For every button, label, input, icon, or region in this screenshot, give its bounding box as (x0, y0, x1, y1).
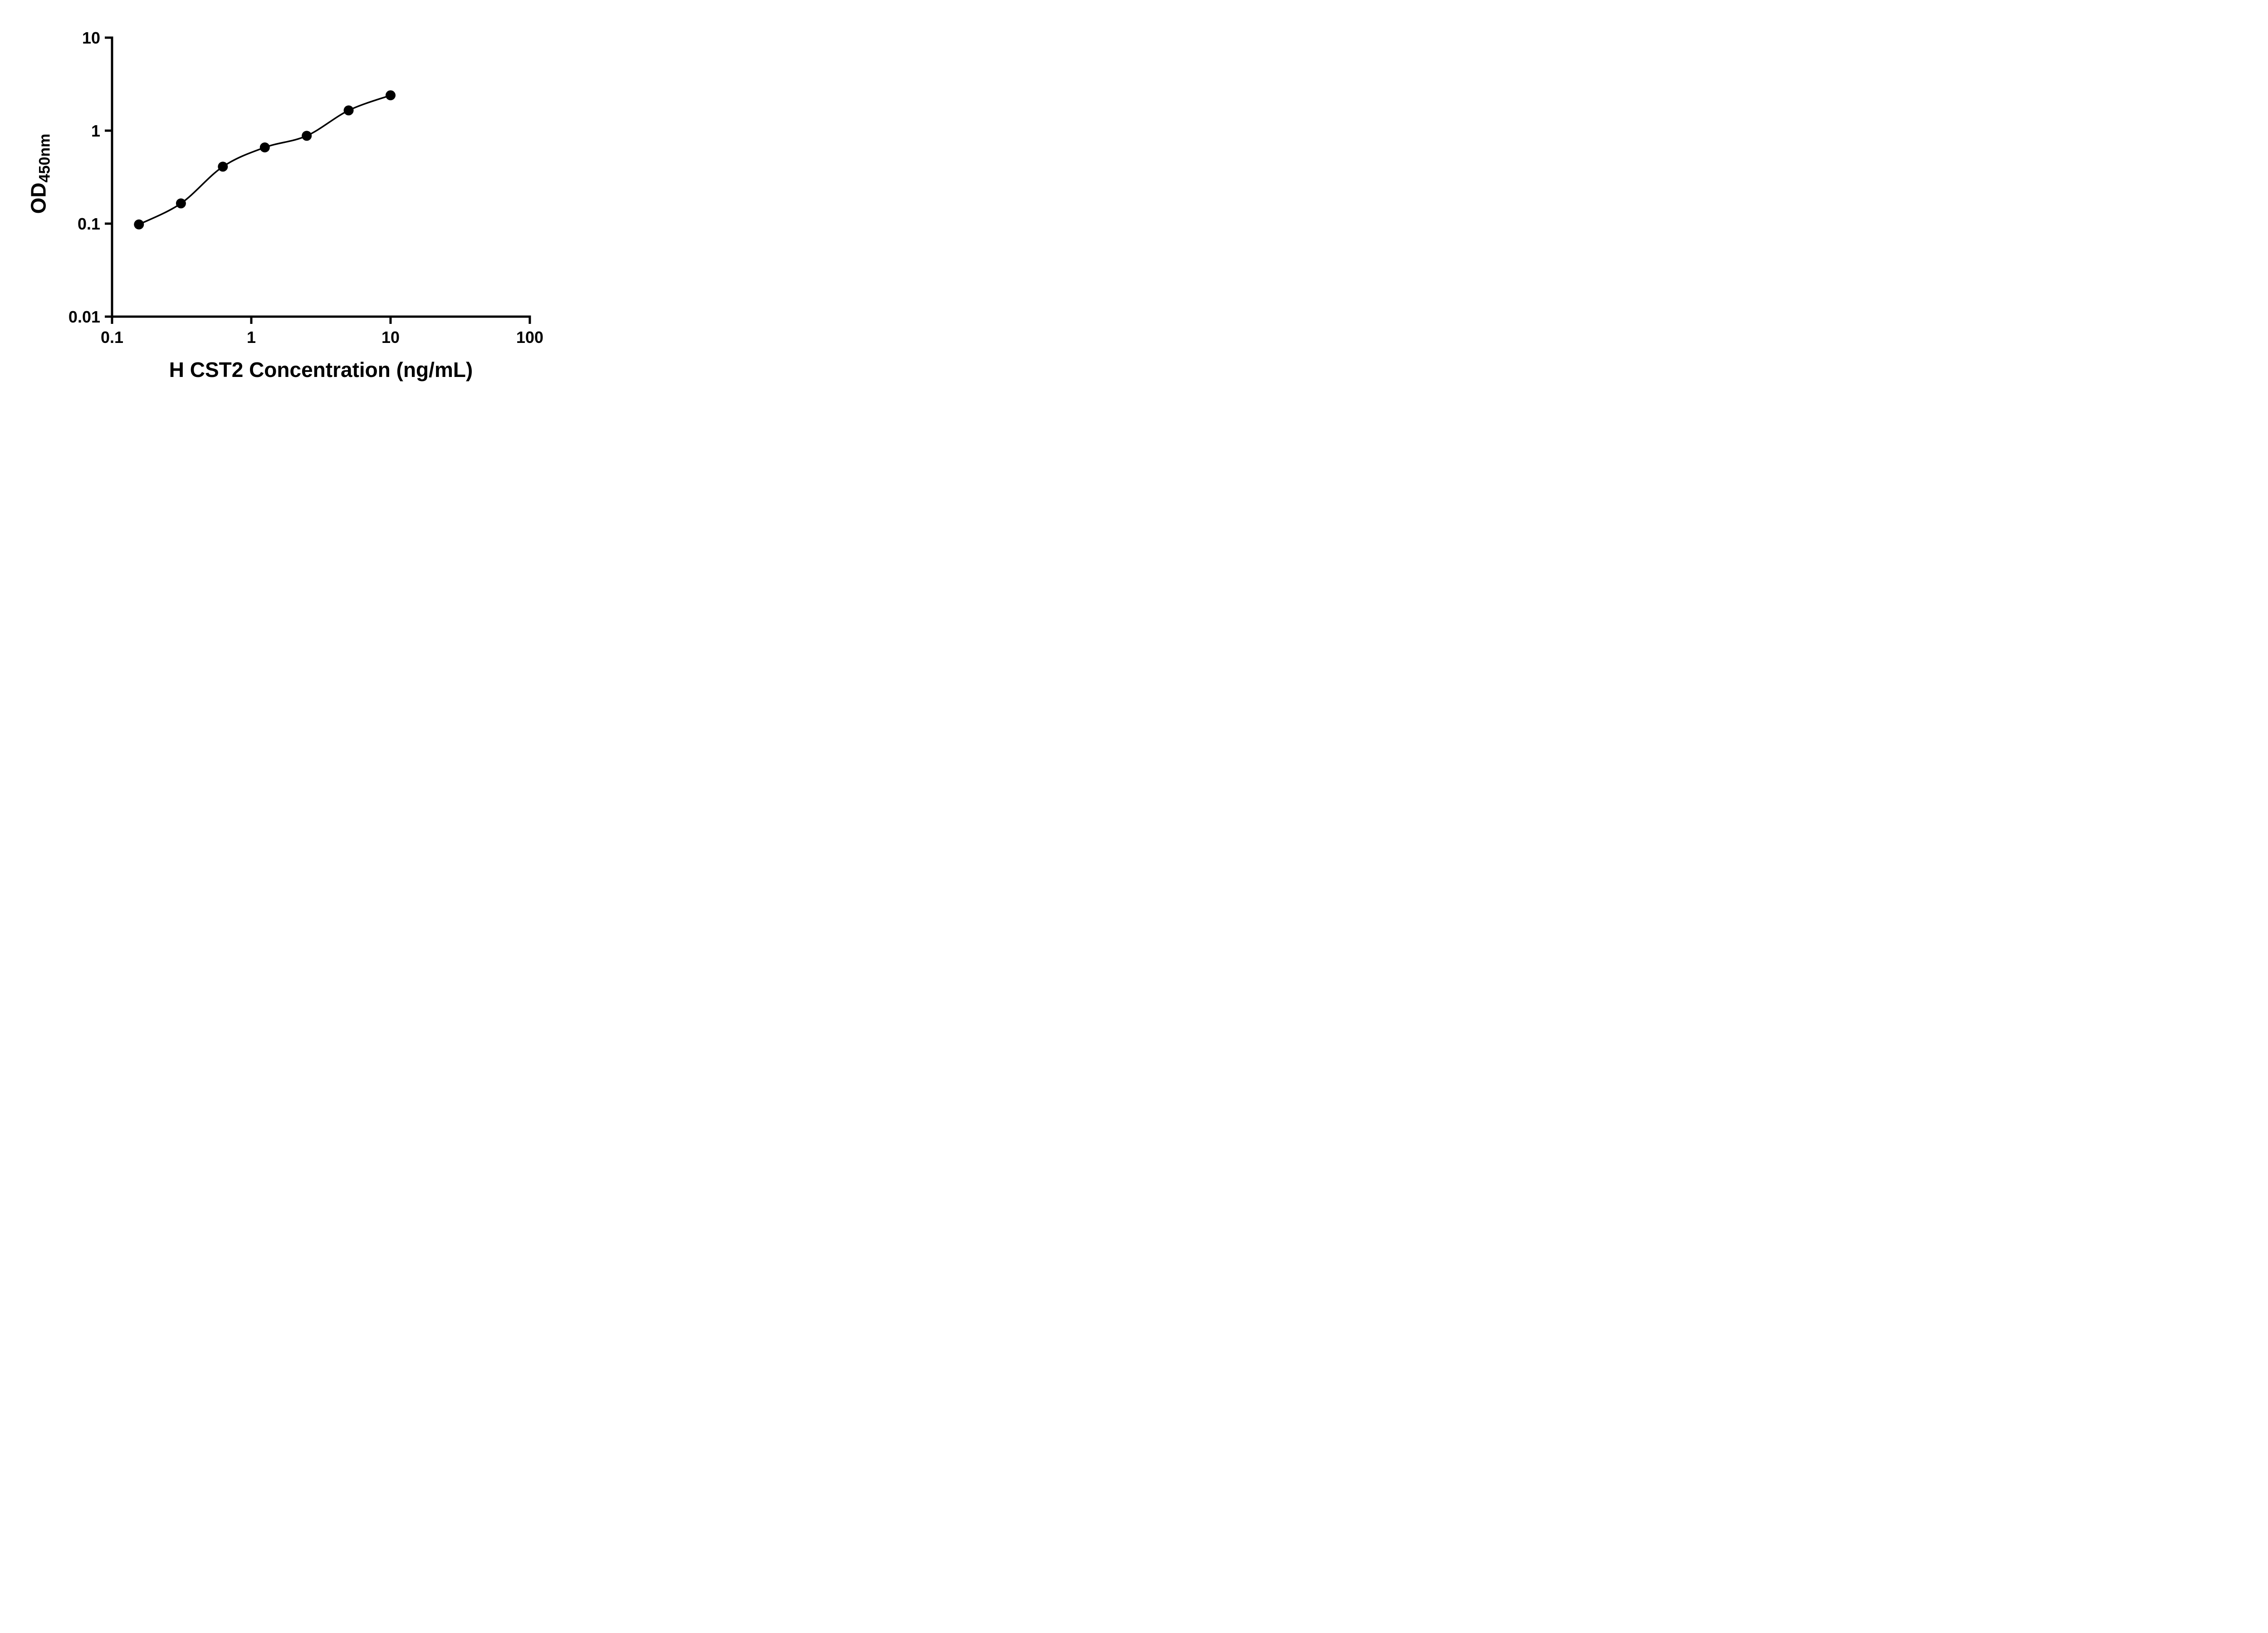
data-point (343, 105, 354, 116)
y-axis-title-sub: 450nm (36, 133, 54, 183)
y-axis-title-main: OD (26, 182, 50, 214)
axes-spines (111, 36, 531, 318)
y-axis-title: OD450nm (26, 134, 54, 214)
x-tick-label: 10 (381, 328, 400, 347)
y-tick-label: 10 (82, 29, 100, 47)
data-point (259, 142, 270, 152)
x-axis-title: H CST2 Concentration (ng/mL) (169, 358, 473, 381)
elisa-standard-curve-figure: 10 1 0.1 0.01 0.1 1 10 100 H CST2 Concentration… (0, 0, 583, 408)
data-point (386, 90, 396, 101)
data-point (302, 131, 312, 141)
x-tick-label: 1 (247, 328, 256, 347)
x-tick-label: 0.1 (101, 328, 123, 347)
x-tick-label: 100 (516, 328, 543, 347)
data-point (134, 219, 144, 230)
data-point (176, 198, 186, 209)
y-tick-label: 0.1 (78, 215, 100, 233)
data-point (218, 161, 228, 172)
y-tick-label: 1 (91, 122, 100, 140)
y-tick-label: 0.01 (68, 308, 100, 326)
